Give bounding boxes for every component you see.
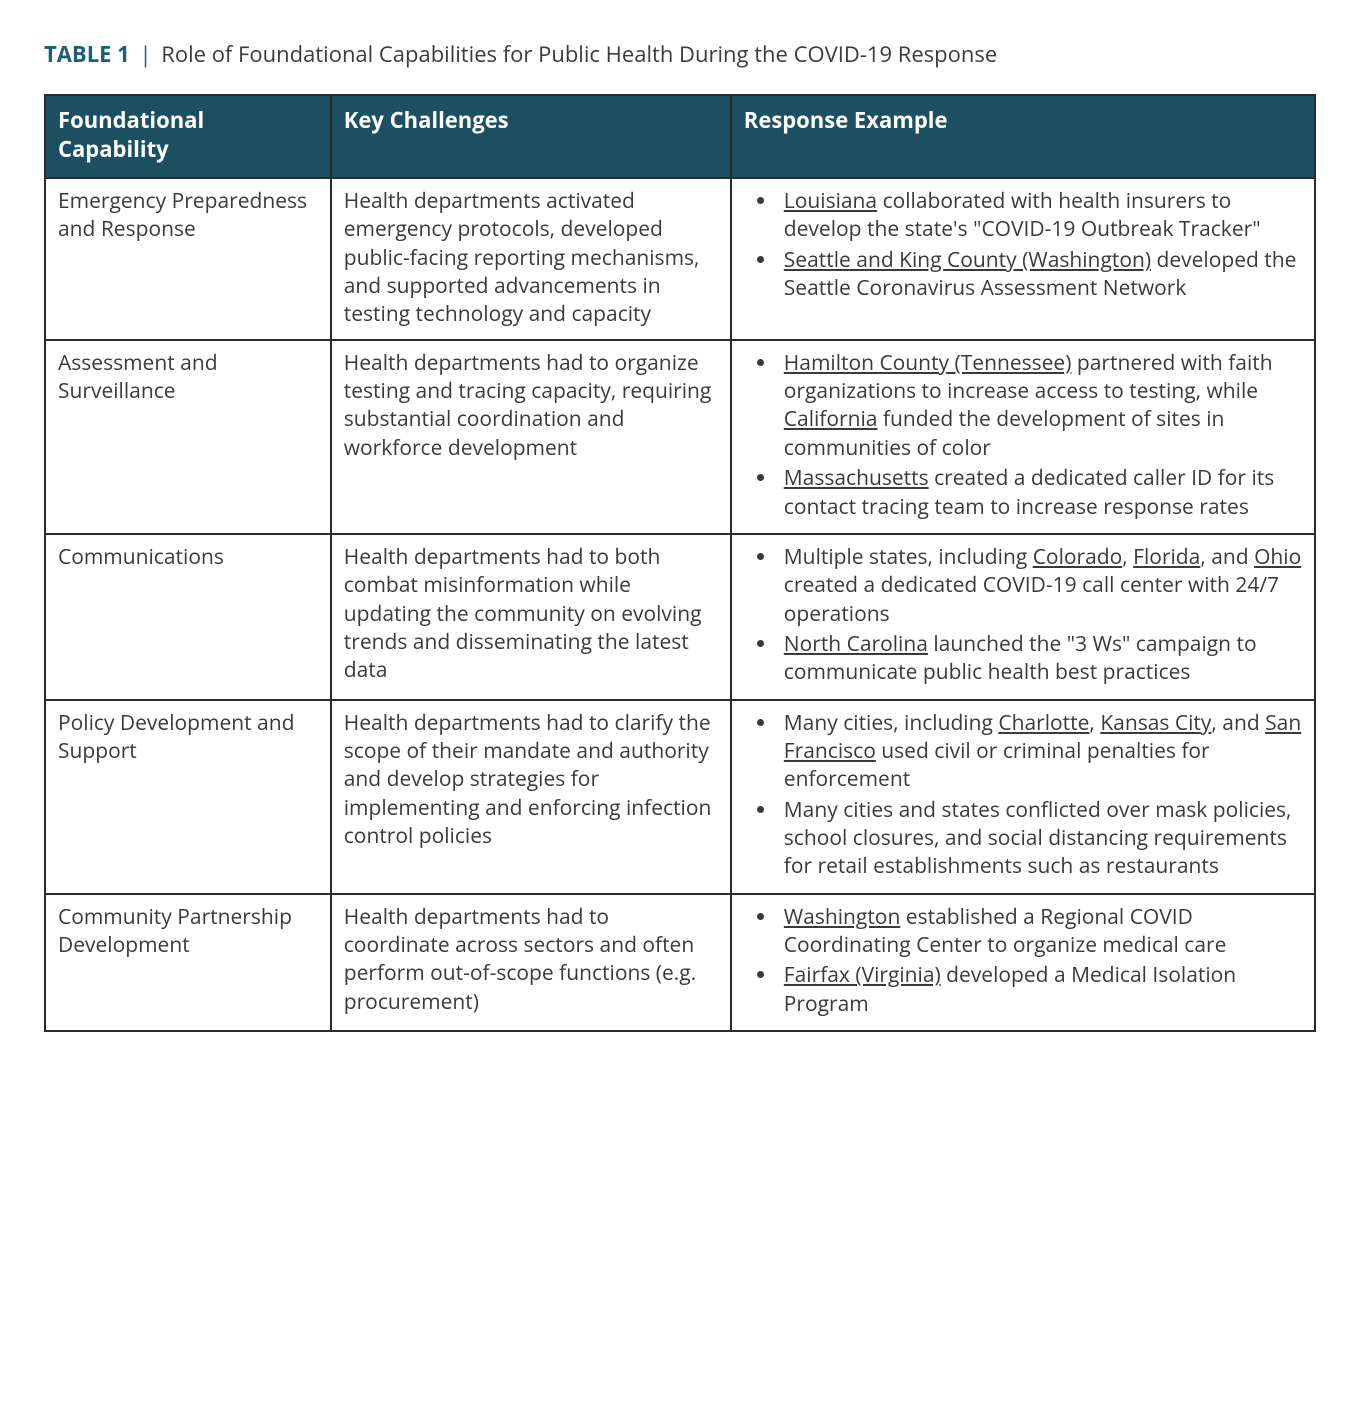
linked-entity[interactable]: Louisiana <box>784 187 877 215</box>
linked-entity[interactable]: Ohio <box>1254 543 1301 571</box>
col-header-challenges: Key Challenges <box>331 95 731 178</box>
cell-challenge: Health departments had to clarify the sc… <box>331 700 731 894</box>
cell-challenge: Health departments had to coordinate acr… <box>331 894 731 1031</box>
list-item: Many cities, including Charlotte, Kansas… <box>778 709 1302 796</box>
linked-entity[interactable]: Florida <box>1133 543 1200 571</box>
list-item: Louisiana collaborated with health insur… <box>778 187 1302 246</box>
cell-challenge: Health departments had to organize testi… <box>331 340 731 534</box>
cell-capability: Communications <box>45 534 331 700</box>
cell-response: Many cities, including Charlotte, Kansas… <box>731 700 1315 894</box>
linked-entity[interactable]: Seattle and King County (Washington) <box>784 246 1151 274</box>
list-item: Fairfax (Virginia) developed a Medical I… <box>778 961 1302 1020</box>
table-row: CommunicationsHealth departments had to … <box>45 534 1315 700</box>
cell-capability: Emergency Preparedness and Response <box>45 178 331 340</box>
response-list: Louisiana collaborated with health insur… <box>744 187 1302 304</box>
cell-challenge: Health departments activated emergency p… <box>331 178 731 340</box>
col-header-capability: Foundational Capability <box>45 95 331 178</box>
list-item: Seattle and King County (Washington) dev… <box>778 246 1302 305</box>
table-header-row: Foundational Capability Key Challenges R… <box>45 95 1315 178</box>
list-item: Multiple states, including Colorado, Flo… <box>778 543 1302 630</box>
table-row: Community Partnership DevelopmentHealth … <box>45 894 1315 1031</box>
cell-capability: Policy Development and Support <box>45 700 331 894</box>
cell-response: Hamilton County (Tennessee) partnered wi… <box>731 340 1315 534</box>
cell-capability: Community Partnership Development <box>45 894 331 1031</box>
cell-response: Louisiana collaborated with health insur… <box>731 178 1315 340</box>
list-item: North Carolina launched the "3 Ws" campa… <box>778 630 1302 689</box>
response-list: Many cities, including Charlotte, Kansas… <box>744 709 1302 883</box>
linked-entity[interactable]: North Carolina <box>784 630 928 658</box>
table-label: TABLE 1 <box>44 39 130 69</box>
linked-entity[interactable]: Washington <box>784 903 901 931</box>
table-title: TABLE 1 | Role of Foundational Capabilit… <box>44 40 1316 70</box>
linked-entity[interactable]: Charlotte <box>998 709 1089 737</box>
title-separator: | <box>134 39 158 69</box>
linked-entity[interactable]: Massachusetts <box>784 464 929 492</box>
list-item: Massachusetts created a dedicated caller… <box>778 464 1302 523</box>
title-text: Role of Foundational Capabilities for Pu… <box>161 39 997 69</box>
list-item: Many cities and states conflicted over m… <box>778 796 1302 883</box>
capabilities-table: Foundational Capability Key Challenges R… <box>44 94 1316 1032</box>
cell-response: Multiple states, including Colorado, Flo… <box>731 534 1315 700</box>
table-body: Emergency Preparedness and ResponseHealt… <box>45 178 1315 1031</box>
linked-entity[interactable]: Fairfax (Virginia) <box>784 961 941 989</box>
linked-entity[interactable]: Colorado <box>1033 543 1123 571</box>
table-row: Policy Development and SupportHealth dep… <box>45 700 1315 894</box>
list-item: Washington established a Regional COVID … <box>778 903 1302 962</box>
cell-challenge: Health departments had to both combat mi… <box>331 534 731 700</box>
response-list: Multiple states, including Colorado, Flo… <box>744 543 1302 689</box>
col-header-response: Response Example <box>731 95 1315 178</box>
response-list: Washington established a Regional COVID … <box>744 903 1302 1020</box>
table-row: Emergency Preparedness and ResponseHealt… <box>45 178 1315 340</box>
linked-entity[interactable]: Hamilton County (Tennessee) <box>784 349 1072 377</box>
list-item: Hamilton County (Tennessee) partnered wi… <box>778 349 1302 464</box>
cell-response: Washington established a Regional COVID … <box>731 894 1315 1031</box>
response-list: Hamilton County (Tennessee) partnered wi… <box>744 349 1302 523</box>
cell-capability: Assessment and Surveillance <box>45 340 331 534</box>
linked-entity[interactable]: Kansas City <box>1100 709 1211 737</box>
linked-entity[interactable]: California <box>784 405 878 433</box>
table-row: Assessment and SurveillanceHealth depart… <box>45 340 1315 534</box>
